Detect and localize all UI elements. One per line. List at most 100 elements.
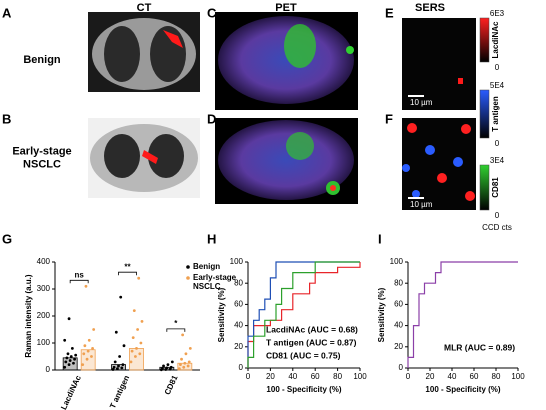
- scale-bar-label: 10 µm: [410, 200, 433, 209]
- column-title: PET: [275, 2, 297, 14]
- pet-nsclc: [215, 118, 358, 204]
- data-point: [91, 347, 94, 350]
- y-tick-label: 20: [394, 342, 403, 351]
- data-point: [129, 360, 133, 364]
- panel-label: B: [2, 111, 11, 126]
- panel-label: D: [207, 111, 216, 126]
- colorbar: [479, 164, 490, 211]
- data-point: [73, 357, 76, 361]
- panel-label: F: [385, 111, 393, 126]
- colorbar: [479, 17, 490, 63]
- panel-label: C: [207, 5, 217, 20]
- data-point: [82, 352, 86, 356]
- roc-curve: [247, 261, 360, 368]
- data-point: [169, 365, 173, 369]
- data-point: [188, 347, 192, 350]
- x-tick-label: 0: [406, 372, 411, 381]
- data-point: [70, 347, 74, 350]
- data-point: [118, 355, 121, 358]
- data-point: [121, 363, 125, 366]
- x-tick-label: LacdiNAc: [59, 373, 83, 410]
- colorbar: [479, 89, 490, 139]
- data-point: [85, 357, 89, 361]
- data-point: [92, 328, 96, 331]
- y-tick-label: 100: [37, 338, 51, 347]
- data-point: [130, 349, 134, 353]
- y-tick-label: 0: [239, 363, 244, 372]
- colorbar-min: 0: [495, 139, 500, 148]
- data-point: [181, 333, 185, 337]
- data-point: [64, 360, 68, 364]
- significance-bracket: [69, 279, 89, 284]
- data-point: [112, 365, 116, 369]
- column-title: CT: [137, 2, 152, 14]
- colorbar-label: T antigen: [491, 96, 500, 132]
- data-point: [90, 355, 93, 358]
- data-point: [81, 363, 85, 366]
- y-tick-label: 100: [230, 257, 244, 266]
- column-title: SERS: [415, 2, 445, 14]
- x-tick-label: 20: [426, 372, 435, 381]
- x-tick-label: 40: [448, 372, 457, 381]
- data-point: [165, 366, 169, 370]
- legend-label: T antigen (AUC = 0.87): [266, 337, 357, 347]
- x-tick-label: 20: [266, 372, 275, 381]
- data-point: [132, 309, 136, 312]
- row-label: Early-stage NSCLC: [12, 145, 71, 170]
- significance-label: *: [174, 319, 178, 328]
- legend-marker: [186, 265, 190, 269]
- legend-label: MLR (AUC = 0.89): [444, 342, 515, 352]
- legend-label: Early-stage NSCLC: [193, 273, 237, 291]
- colorbar-max: 5E4: [490, 81, 505, 90]
- data-point: [138, 352, 142, 356]
- data-point: [69, 355, 73, 358]
- data-point: [136, 328, 140, 331]
- data-point: [187, 360, 191, 364]
- scale-bar-label: 10 µm: [410, 98, 433, 107]
- legend-label: CD81 (AUC = 0.75): [266, 350, 341, 360]
- colorbar-label: CD81: [491, 177, 500, 198]
- sers-benign: [402, 18, 476, 110]
- x-tick-label: T antigen: [108, 374, 131, 410]
- data-point: [177, 367, 181, 371]
- y-tick-label: 40: [234, 321, 243, 330]
- data-point: [63, 338, 67, 342]
- data-point: [116, 367, 119, 371]
- data-point: [68, 359, 72, 362]
- data-point: [65, 356, 69, 360]
- data-point: [87, 338, 91, 342]
- colorbar-label: LacdiNAc: [491, 21, 500, 58]
- panel-label: I: [378, 231, 382, 246]
- pet-benign: [215, 12, 358, 110]
- colorbar-max: 3E4: [490, 156, 505, 165]
- data-point: [86, 349, 90, 353]
- y-tick-label: 80: [394, 278, 403, 287]
- y-tick-label: 400: [37, 257, 51, 266]
- x-axis-label: 100 - Specificity (%): [266, 385, 341, 394]
- data-point: [66, 352, 70, 356]
- y-tick-label: 0: [399, 363, 404, 372]
- data-point: [137, 276, 141, 280]
- x-tick-label: 100: [511, 372, 525, 381]
- data-point: [140, 320, 144, 323]
- data-point: [131, 336, 135, 339]
- data-point: [184, 352, 188, 356]
- x-axis-label: 100 - Specificity (%): [425, 385, 500, 394]
- x-tick-label: 100: [353, 372, 367, 381]
- data-point: [120, 366, 124, 370]
- y-tick-label: 100: [390, 257, 404, 266]
- data-point: [119, 295, 123, 299]
- data-point: [67, 363, 71, 366]
- panel-label: H: [207, 231, 216, 246]
- data-point: [122, 344, 126, 348]
- legend-marker: [186, 276, 190, 280]
- colorbar-max: 6E3: [490, 9, 505, 18]
- panel-label: A: [2, 5, 12, 20]
- y-tick-label: 60: [234, 300, 243, 309]
- data-point: [139, 341, 143, 345]
- data-point: [170, 360, 174, 364]
- colorbar-min: 0: [495, 63, 500, 72]
- y-tick-label: 200: [37, 311, 51, 320]
